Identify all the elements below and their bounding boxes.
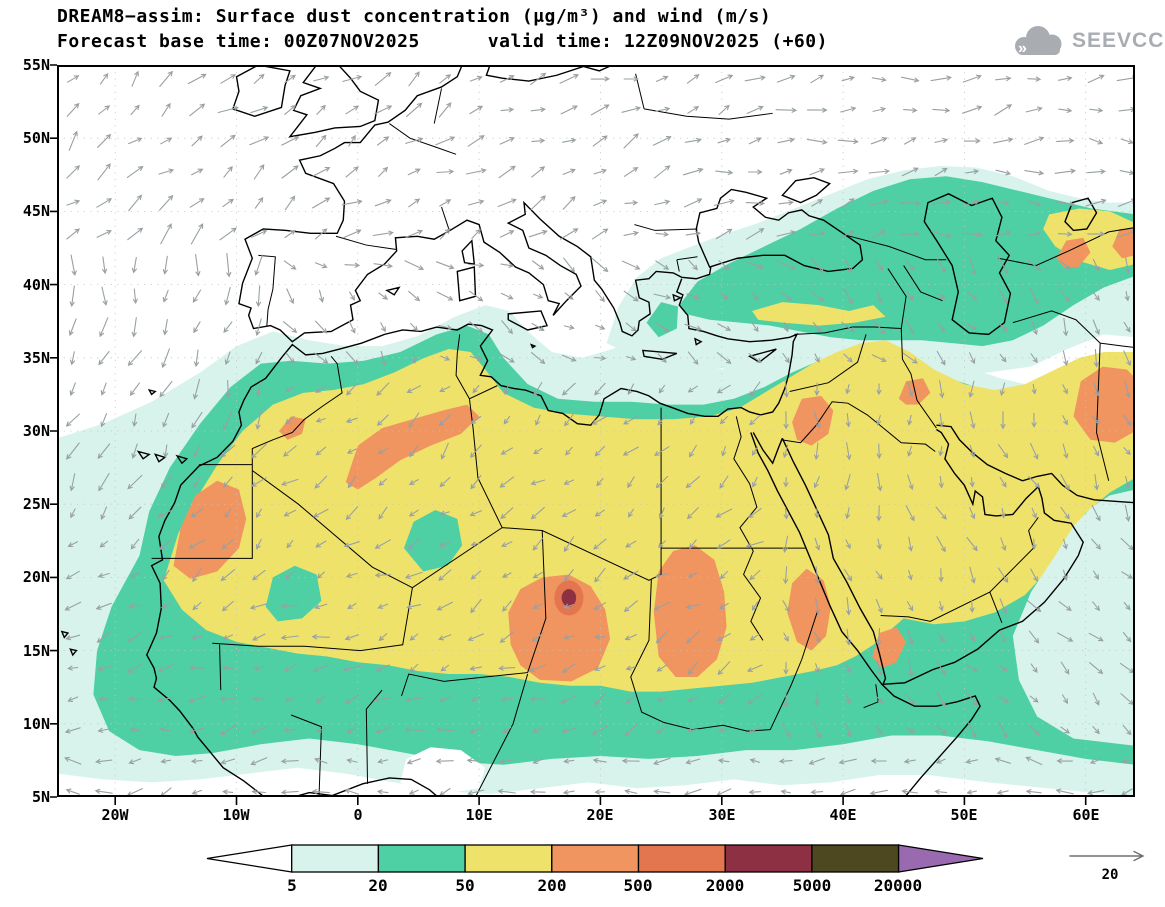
graticule-gridlines: [57, 65, 1135, 797]
seevccc-logo: » SEEVCCC: [1008, 22, 1165, 62]
dust-hole-hoggar: [403, 510, 463, 572]
wind-reference-arrow: [1069, 850, 1145, 862]
dust-region-50-200-centralasia: [1043, 208, 1135, 270]
colorbar-segment-50-200: [464, 844, 553, 873]
lon-tick-label: 20W: [101, 806, 129, 824]
dust-region-200-500-patches: [173, 228, 1135, 682]
lat-tick-label: 25N: [22, 495, 50, 513]
colorbar-arrow-above-20000: [897, 844, 984, 873]
lat-tick-label: 5N: [31, 788, 50, 806]
lat-tick-label: 15N: [22, 642, 50, 660]
lat-tick-label: 55N: [22, 56, 50, 74]
chart-title: DREAM8−assim: Surface dust concentration…: [57, 6, 772, 27]
map-frame: [57, 65, 1135, 797]
lat-tick-label: 20N: [22, 568, 50, 586]
dust-clear-hole-nigeria: [400, 747, 486, 795]
colorbar-tick-label: 20000: [873, 876, 923, 895]
colorbar-tick-label: 2000: [705, 876, 745, 895]
svg-text:»: »: [1018, 40, 1027, 57]
dust-hole-mali: [265, 565, 322, 622]
colorbar-arrow-below-5: [206, 844, 293, 873]
lon-tick-label: 10W: [222, 806, 250, 824]
colorbar: [206, 844, 984, 873]
lat-tick-label: 35N: [22, 349, 50, 367]
colorbar-tick-label: 5: [287, 876, 297, 895]
lon-tick-label: 50E: [950, 806, 978, 824]
dust-region-20-50-aegean: [646, 302, 679, 338]
lon-tick-label: 40E: [829, 806, 857, 824]
colorbar-segment-5000-20000: [811, 844, 900, 873]
colorbar-tick-label: 20: [368, 876, 388, 895]
colorbar-segment-20-50: [377, 844, 466, 873]
dust-region-2000-5000-chad-core: [561, 589, 577, 607]
geography-lines: [62, 65, 1136, 797]
chart-subtitle: Forecast base time: 00Z07NOV2025 valid t…: [57, 31, 828, 52]
colorbar-segment-200-500: [551, 844, 640, 873]
dust-region-50-200-anatolia: [752, 302, 886, 326]
wind-vector-field: [64, 70, 1135, 797]
lat-tick-label: 30N: [22, 422, 50, 440]
lon-tick-label: 10E: [465, 806, 493, 824]
colorbar-tick-label: 500: [623, 876, 653, 895]
lon-tick-label: 30E: [708, 806, 736, 824]
country-borders: [152, 74, 1136, 797]
lon-tick-label: 20E: [586, 806, 614, 824]
lat-tick-label: 10N: [22, 715, 50, 733]
colorbar-tick-label: 200: [537, 876, 567, 895]
wind-reference-value: 20: [1101, 867, 1119, 883]
axis-ticks: [50, 64, 1087, 805]
dust-shading-layers: [57, 166, 1135, 797]
colorbar-segment-5-20: [291, 844, 380, 873]
colorbar-segment-2000-5000: [724, 844, 813, 873]
lat-tick-label: 50N: [22, 129, 50, 147]
lon-tick-label: 60E: [1072, 806, 1100, 824]
lon-tick-label: 0: [353, 806, 363, 824]
colorbar-segment-500-2000: [637, 844, 726, 873]
logo-text: SEEVCCC: [1072, 29, 1165, 52]
colorbar-tick-label: 50: [455, 876, 475, 895]
colorbar-tick-label: 5000: [792, 876, 832, 895]
lat-tick-label: 40N: [22, 276, 50, 294]
cloud-logo-icon: »: [1015, 26, 1062, 57]
lat-tick-label: 45N: [22, 202, 50, 220]
map-canvas: [50, 64, 1136, 805]
wind-arrows: [64, 70, 1135, 797]
dust-region-5-20-arabian-sea: [1012, 489, 1135, 746]
